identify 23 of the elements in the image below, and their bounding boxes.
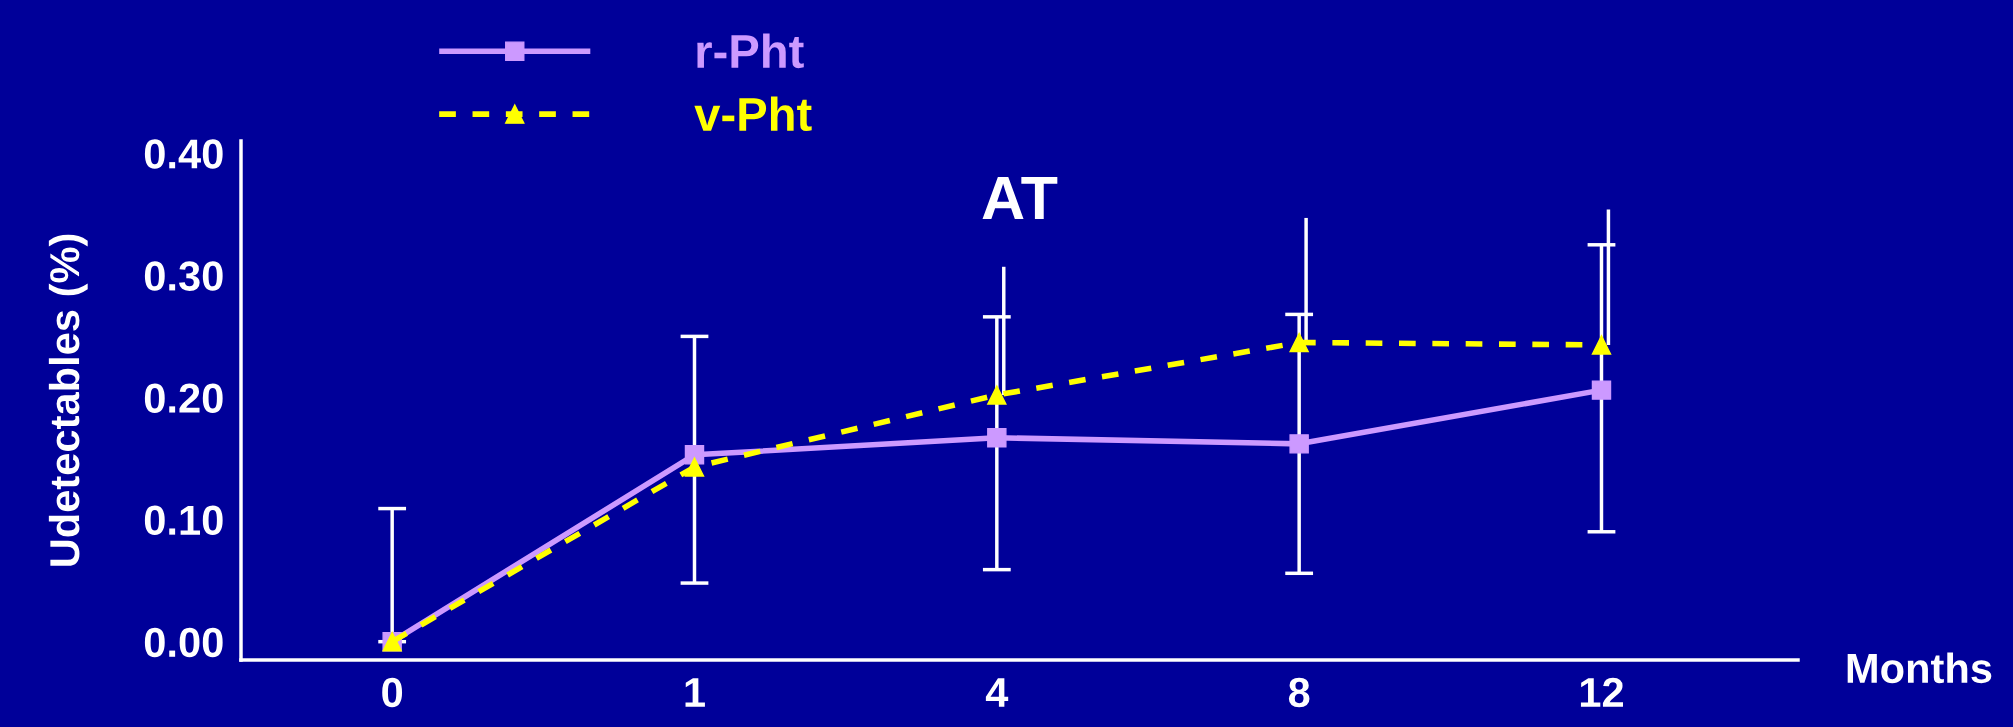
point — [1591, 380, 1612, 400]
y-tick-label: 0.10 — [144, 505, 223, 536]
x-tick-label: 12 — [1580, 677, 1623, 707]
point — [684, 445, 705, 465]
point — [987, 385, 1007, 405]
y-tick-label: 0.20 — [144, 383, 223, 413]
y-tick-label: 0.00 — [144, 627, 223, 658]
point — [1591, 335, 1612, 355]
point — [1289, 332, 1309, 353]
legend-label: r-Pht — [697, 33, 804, 69]
x-tick-label: 4 — [985, 678, 1009, 707]
point — [684, 457, 705, 477]
point — [987, 428, 1007, 448]
x-tick-label: 8 — [1288, 677, 1310, 708]
point — [1289, 434, 1309, 454]
x-tick-label: 1 — [685, 678, 705, 707]
chart-title: AT — [982, 177, 1058, 220]
y-tick-label: 0.40 — [144, 139, 223, 169]
y-axis-title: Udetectables (%) — [48, 234, 88, 566]
legend-label: v-Pht — [694, 96, 812, 132]
y-tick-label: 0.30 — [144, 261, 223, 291]
x-tick-label: 0 — [382, 677, 403, 708]
x-axis-title: Months — [1847, 652, 1992, 684]
